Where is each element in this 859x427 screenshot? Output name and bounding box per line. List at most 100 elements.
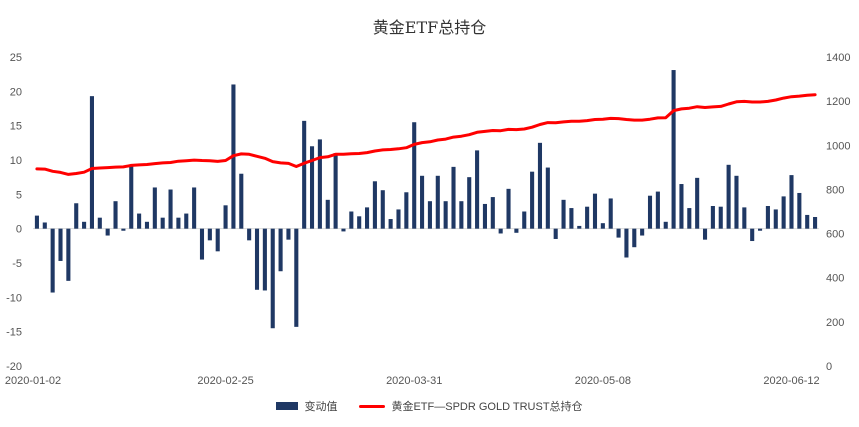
bar — [655, 191, 660, 229]
bar — [105, 228, 110, 236]
bar — [129, 165, 134, 229]
bar — [435, 175, 440, 229]
legend-label-bar: 变动值 — [304, 401, 338, 413]
bar — [813, 216, 818, 229]
x-tick-label: 2020-03-31 — [386, 375, 442, 387]
chart-title: 黄金ETF总持仓 — [372, 18, 487, 37]
bar — [805, 214, 810, 229]
bar — [632, 228, 637, 248]
bar — [89, 96, 94, 229]
bar — [498, 228, 503, 234]
bar — [404, 192, 409, 229]
y-left-tick-label: -15 — [6, 327, 22, 339]
y-right-tick-label: 200 — [826, 317, 844, 329]
bar — [137, 213, 142, 229]
bar — [388, 219, 393, 229]
bar — [640, 228, 645, 236]
bar — [797, 192, 802, 229]
bar — [239, 173, 244, 229]
bar — [82, 221, 87, 229]
bar — [718, 206, 723, 229]
bar — [608, 198, 613, 229]
bar — [286, 228, 291, 240]
y-right-tick-label: 400 — [826, 273, 844, 285]
bar — [569, 208, 574, 229]
bar — [750, 228, 755, 242]
bar — [215, 228, 220, 252]
y-left-tick-label: 5 — [16, 189, 22, 201]
legend-item-line: 黄金ETF—SPDR GOLD TRUST总持仓 — [359, 398, 583, 414]
bar — [679, 184, 684, 229]
bar — [247, 228, 252, 241]
bar — [592, 193, 598, 229]
x-tick-label: 2020-01-02 — [5, 375, 61, 387]
y-right-tick-label: 1000 — [826, 140, 850, 152]
bar — [302, 120, 307, 229]
bar — [152, 187, 157, 229]
bar — [66, 228, 71, 281]
x-tick-label: 2020-02-25 — [197, 375, 253, 387]
y-right-tick-label: 1200 — [826, 96, 850, 108]
bar — [443, 201, 448, 229]
bar — [671, 70, 676, 229]
bar — [97, 217, 102, 229]
bar — [372, 181, 377, 229]
bar — [459, 201, 464, 229]
holdings-line — [35, 93, 817, 176]
bar — [647, 195, 653, 229]
bar — [616, 228, 621, 238]
bar — [270, 228, 275, 329]
bar — [773, 209, 778, 229]
bar — [380, 190, 385, 229]
bar — [349, 211, 354, 229]
chart-legend: 变动值 黄金ETF—SPDR GOLD TRUST总持仓 — [0, 398, 859, 414]
bar — [734, 175, 739, 229]
bar — [467, 177, 472, 229]
bar — [42, 222, 47, 229]
bar — [223, 205, 228, 229]
bar — [325, 199, 330, 229]
bar — [254, 228, 260, 290]
bar — [624, 228, 629, 258]
y-left-tick-label: 10 — [10, 155, 22, 167]
y-left-tick-label: 25 — [10, 52, 22, 64]
bar — [207, 228, 212, 241]
y-left-tick-label: 15 — [10, 121, 22, 133]
bar — [789, 175, 794, 229]
bar — [420, 175, 425, 229]
y-left-tick-label: 20 — [10, 86, 22, 98]
y-left-tick-label: -10 — [6, 292, 22, 304]
bar — [357, 216, 362, 229]
y-left-tick-label: 0 — [16, 224, 22, 236]
bar — [396, 209, 401, 229]
bar — [34, 215, 39, 229]
bar — [199, 228, 205, 260]
bar — [765, 206, 770, 229]
bar — [695, 177, 700, 229]
bar — [514, 228, 519, 233]
bar — [168, 189, 173, 229]
legend-swatch-line — [359, 404, 386, 408]
bar — [262, 228, 267, 291]
y-left-tick-label: -20 — [6, 361, 22, 373]
bar — [341, 228, 346, 232]
bar — [451, 166, 456, 229]
y-right-tick-label: 0 — [826, 361, 832, 373]
bar — [412, 122, 417, 229]
bar — [50, 228, 55, 293]
y-right-tick-label: 1400 — [826, 52, 850, 64]
bar — [144, 221, 150, 229]
legend-swatch-bar — [276, 402, 299, 410]
bar — [726, 164, 731, 229]
bar — [475, 150, 480, 229]
x-tick-label: 2020-06-12 — [763, 375, 819, 387]
bar — [74, 203, 79, 229]
bar — [663, 221, 668, 229]
bar — [294, 228, 299, 327]
bar — [490, 197, 495, 229]
bar — [553, 228, 558, 239]
bar — [702, 228, 708, 240]
bar — [176, 217, 181, 229]
bar — [687, 208, 692, 229]
